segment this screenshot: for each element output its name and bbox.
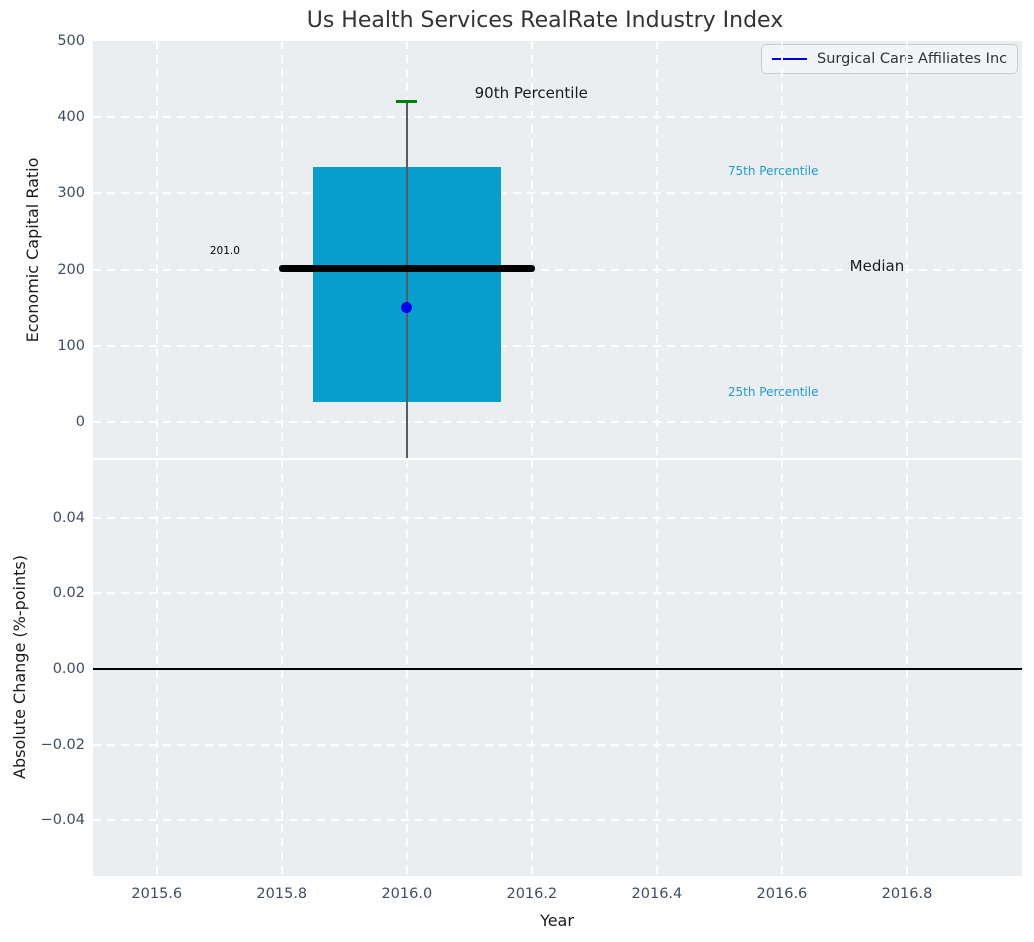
median-line: [278, 265, 535, 273]
annotation-median-label: Median: [849, 257, 905, 276]
y-tick-label: −0.02: [40, 736, 85, 753]
gridline-vertical: [780, 41, 783, 458]
x-tick-label: 2015.8: [256, 886, 308, 902]
gridline-vertical: [155, 41, 158, 458]
y-tick-label: 200: [57, 261, 85, 278]
x-tick-label: 2015.6: [131, 886, 183, 902]
gridline-horizontal: [93, 344, 1022, 347]
annotation-median-value: 201.0: [209, 245, 240, 258]
gridline-vertical: [905, 41, 908, 458]
y-tick-label: 0: [75, 414, 85, 431]
p90-cap: [396, 100, 418, 104]
gridline-horizontal: [93, 819, 1022, 822]
gridline-horizontal: [93, 268, 1022, 271]
x-tick-label: 2016.2: [506, 886, 558, 902]
y-tick-label: 300: [57, 185, 85, 202]
gridline-horizontal: [93, 421, 1022, 424]
y-tick-label: 0.04: [52, 509, 85, 526]
company-point: [401, 302, 413, 314]
x-tick-label: 2016.0: [381, 886, 433, 902]
y-tick-label: 0.00: [52, 661, 85, 678]
y-tick-label: −0.04: [40, 812, 85, 829]
gridline-horizontal: [93, 743, 1022, 746]
gridline-horizontal: [93, 116, 1022, 119]
gridline-horizontal: [93, 192, 1022, 195]
legend-line-sample: [772, 57, 807, 61]
y-tick-label: 400: [57, 109, 85, 126]
annotation-p75-label: 75th Percentile: [727, 164, 819, 179]
axes-economic-capital-ratio: [93, 41, 1022, 458]
gridline-vertical: [280, 460, 283, 876]
chart-title: Us Health Services RealRate Industry Ind…: [306, 8, 784, 33]
x-tick-label: 2016.8: [881, 886, 933, 902]
annotation-p90-label: 90th Percentile: [474, 83, 588, 102]
gridline-vertical: [780, 460, 783, 876]
gridline-vertical: [530, 460, 533, 876]
gridline-horizontal: [93, 516, 1022, 519]
gridline-vertical: [530, 41, 533, 458]
whisker-line: [406, 101, 408, 458]
gridline-vertical: [905, 460, 908, 876]
y-tick-label: 100: [57, 337, 85, 354]
gridline-vertical: [155, 460, 158, 876]
axes-absolute-change: [93, 460, 1022, 876]
gridline-vertical: [405, 460, 408, 876]
x-tick-label: 2016.6: [756, 886, 808, 902]
annotation-p25-label: 25th Percentile: [727, 384, 819, 399]
gridline-horizontal: [93, 592, 1022, 595]
zero-line: [93, 668, 1022, 671]
gridline-vertical: [280, 41, 283, 458]
legend: Surgical Care Affiliates Inc: [761, 44, 1019, 74]
gridline-vertical: [655, 460, 658, 876]
y-tick-label: 0.02: [52, 585, 85, 602]
x-axis-label-year: Year: [540, 911, 574, 930]
legend-label: Surgical Care Affiliates Inc: [817, 51, 1008, 67]
y-tick-label: 500: [57, 33, 85, 49]
gridline-vertical: [655, 41, 658, 458]
x-tick-label: 2016.4: [631, 886, 683, 902]
